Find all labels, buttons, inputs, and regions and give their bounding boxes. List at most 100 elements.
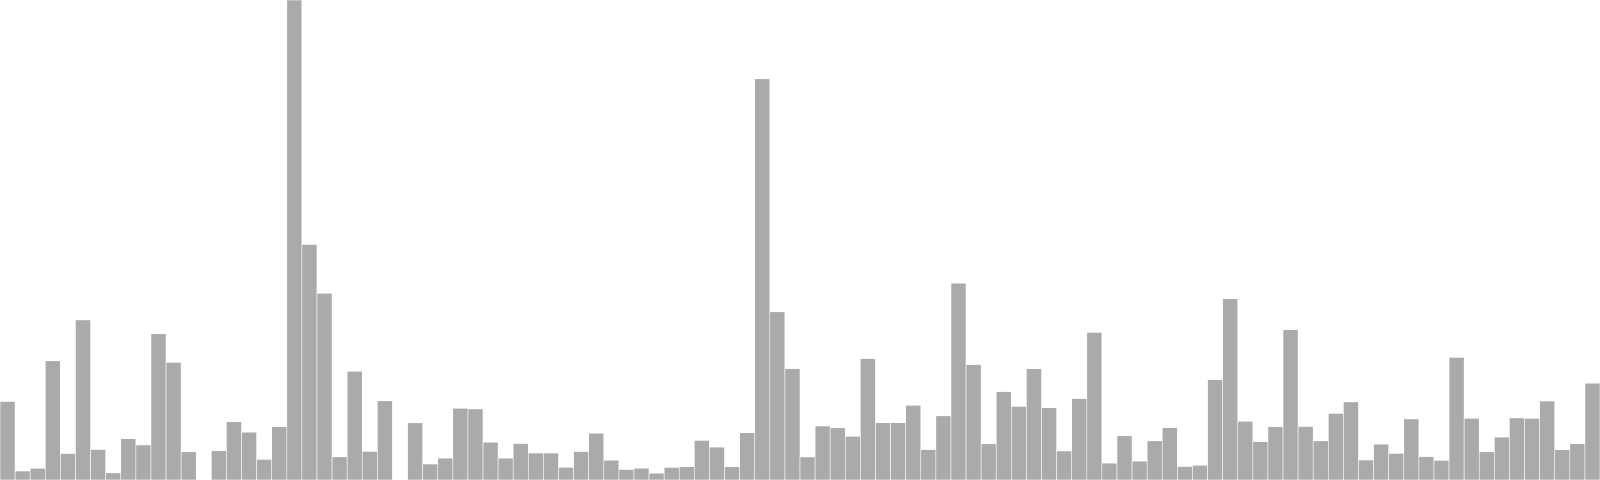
bar-103 — [1554, 449, 1571, 480]
bar-59 — [890, 422, 906, 480]
bar-73 — [1101, 462, 1118, 480]
bar-34 — [512, 443, 529, 480]
bar-101 — [1524, 418, 1540, 480]
bar-46 — [694, 440, 710, 480]
bar-80 — [1207, 379, 1223, 480]
bar-31 — [467, 408, 484, 480]
bar-1 — [14, 470, 31, 480]
bar-69 — [1041, 407, 1057, 480]
bar-19 — [286, 0, 303, 480]
bar-99 — [1494, 436, 1510, 480]
bar-60 — [905, 404, 922, 480]
bar-8 — [120, 438, 137, 480]
bar-72 — [1086, 332, 1103, 480]
bar-23 — [346, 370, 363, 480]
bar-32 — [482, 441, 499, 480]
bar-0 — [0, 401, 16, 480]
bar-92 — [1388, 453, 1405, 480]
bar-4 — [60, 453, 76, 480]
bar-64 — [965, 364, 982, 480]
bar-105 — [1584, 382, 1600, 480]
bar-20 — [301, 244, 318, 480]
bar-94 — [1418, 456, 1435, 480]
bar-102 — [1539, 400, 1556, 480]
bar-30 — [452, 407, 469, 480]
bar-85 — [1282, 329, 1299, 480]
bar-88 — [1328, 413, 1344, 480]
bar-91 — [1373, 443, 1389, 480]
bar-47 — [709, 446, 725, 480]
bar-62 — [935, 415, 952, 480]
bar-82 — [1237, 420, 1254, 480]
bar-25 — [377, 400, 393, 480]
bar-17 — [256, 459, 272, 480]
bar-22 — [331, 456, 348, 480]
bar-98 — [1478, 451, 1495, 480]
bar-51 — [769, 311, 786, 480]
bar-68 — [1026, 368, 1042, 480]
bar-16 — [241, 431, 257, 480]
bar-18 — [271, 426, 288, 480]
bar-78 — [1177, 466, 1193, 480]
bar-100 — [1509, 417, 1525, 480]
bar-45 — [678, 466, 695, 480]
bar-95 — [1433, 460, 1450, 480]
bar-56 — [844, 435, 861, 480]
bar-33 — [497, 457, 514, 480]
bar-48 — [724, 466, 740, 480]
bar-44 — [663, 467, 680, 480]
bar-43 — [648, 472, 665, 480]
bar-55 — [829, 427, 846, 480]
bar-93 — [1403, 418, 1420, 480]
bar-24 — [361, 451, 378, 480]
bar-97 — [1463, 417, 1480, 480]
bar-12 — [180, 451, 197, 480]
bar-74 — [1116, 435, 1133, 480]
bar-104 — [1569, 443, 1586, 480]
bar-7 — [105, 472, 122, 480]
bar-35 — [527, 452, 544, 480]
bar-66 — [995, 391, 1012, 480]
bar-84 — [1267, 426, 1284, 480]
bar-36 — [543, 452, 559, 480]
bar-49 — [739, 432, 756, 480]
bar-14 — [211, 450, 227, 480]
bar-67 — [1011, 406, 1027, 480]
bar-11 — [165, 362, 182, 480]
bar-87 — [1312, 440, 1329, 480]
bar-70 — [1056, 450, 1072, 480]
bar-96 — [1448, 357, 1465, 480]
bar-41 — [618, 469, 635, 480]
bar-58 — [875, 422, 891, 480]
bar-50 — [754, 78, 771, 480]
bar-21 — [316, 292, 333, 480]
bar-2 — [29, 467, 46, 480]
bar-77 — [1161, 427, 1178, 480]
bar-28 — [422, 463, 439, 480]
bar-27 — [407, 422, 423, 480]
bar-89 — [1343, 401, 1359, 480]
bar-6 — [90, 449, 106, 480]
bar-61 — [920, 449, 937, 480]
bar-37 — [558, 466, 574, 480]
bar-38 — [573, 451, 589, 480]
bar-42 — [633, 467, 650, 480]
bar-83 — [1252, 441, 1269, 480]
bar-63 — [950, 282, 967, 480]
bar-81 — [1222, 298, 1239, 480]
bar-71 — [1071, 398, 1088, 480]
bar-76 — [1146, 440, 1163, 480]
bar-29 — [437, 457, 454, 480]
bar-52 — [784, 368, 801, 480]
bar-53 — [799, 456, 816, 480]
bar-86 — [1297, 426, 1314, 480]
bar-39 — [588, 432, 605, 480]
bar-65 — [980, 443, 997, 480]
bar-40 — [603, 459, 620, 480]
bar-5 — [75, 319, 91, 480]
bar-15 — [226, 421, 242, 480]
bar-10 — [150, 333, 167, 480]
bar-54 — [814, 425, 831, 480]
